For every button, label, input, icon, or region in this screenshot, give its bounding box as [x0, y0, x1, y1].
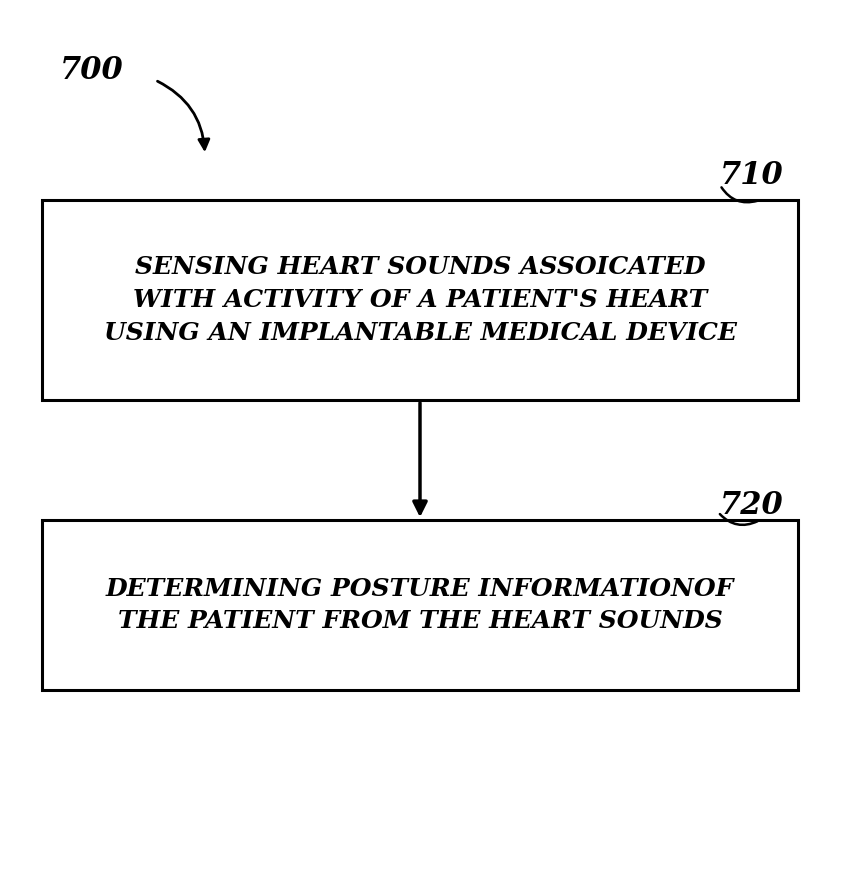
Text: 720: 720 [720, 490, 784, 521]
FancyArrowPatch shape [720, 514, 758, 525]
FancyArrowPatch shape [722, 187, 757, 202]
Text: 700: 700 [60, 55, 124, 86]
Text: SENSING HEART SOUNDS ASSOICATED
WITH ACTIVITY OF A PATIENT'S HEART
USING AN IMPL: SENSING HEART SOUNDS ASSOICATED WITH ACT… [104, 255, 737, 345]
Text: 710: 710 [720, 160, 784, 191]
Text: DETERMINING POSTURE INFORMATIONOF
THE PATIENT FROM THE HEART SOUNDS: DETERMINING POSTURE INFORMATIONOF THE PA… [106, 577, 734, 633]
Bar [42, 520, 798, 690]
FancyArrowPatch shape [157, 81, 209, 149]
Bar [42, 200, 798, 400]
